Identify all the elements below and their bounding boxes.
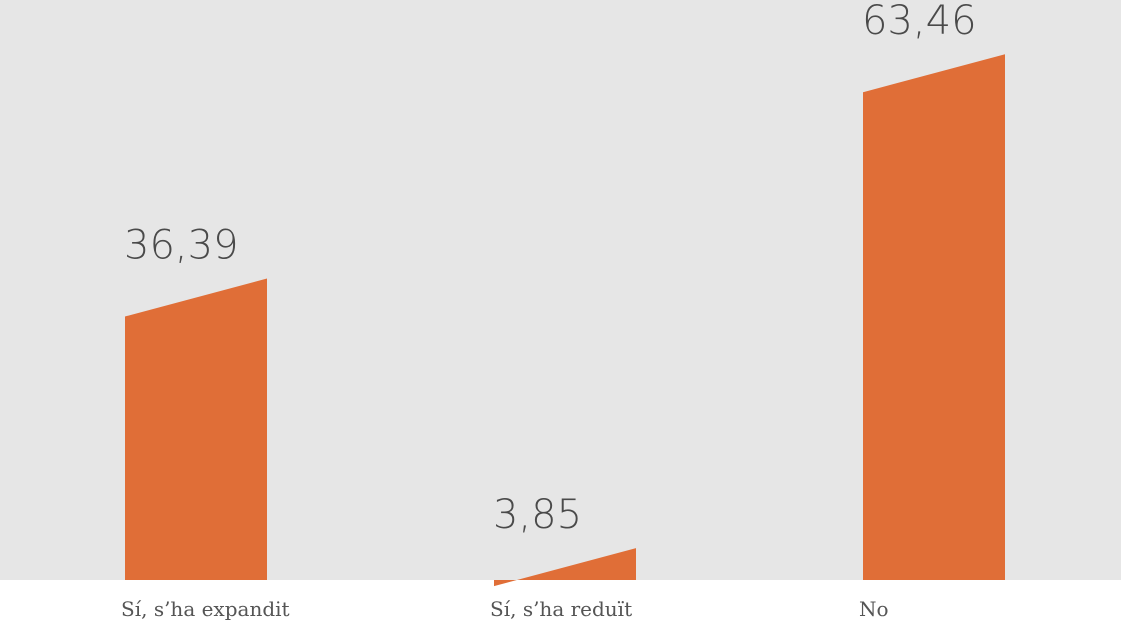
bars-layer (125, 54, 1005, 587)
bar-1 (125, 278, 267, 580)
value-label-2: 3,85 (493, 492, 582, 538)
bar-3 (863, 54, 1005, 580)
category-label-2: Sí, s’ha reduït (490, 597, 632, 621)
value-labels-layer: 36,39 3,85 63,46 (124, 0, 977, 538)
category-label-3: No (859, 597, 889, 621)
category-labels-layer: Sí, s’ha expandit Sí, s’ha reduït No (121, 597, 889, 621)
bar-2 (494, 548, 636, 587)
category-label-1: Sí, s’ha expandit (121, 597, 290, 621)
value-label-1: 36,39 (124, 222, 239, 268)
value-label-3: 63,46 (862, 0, 977, 44)
